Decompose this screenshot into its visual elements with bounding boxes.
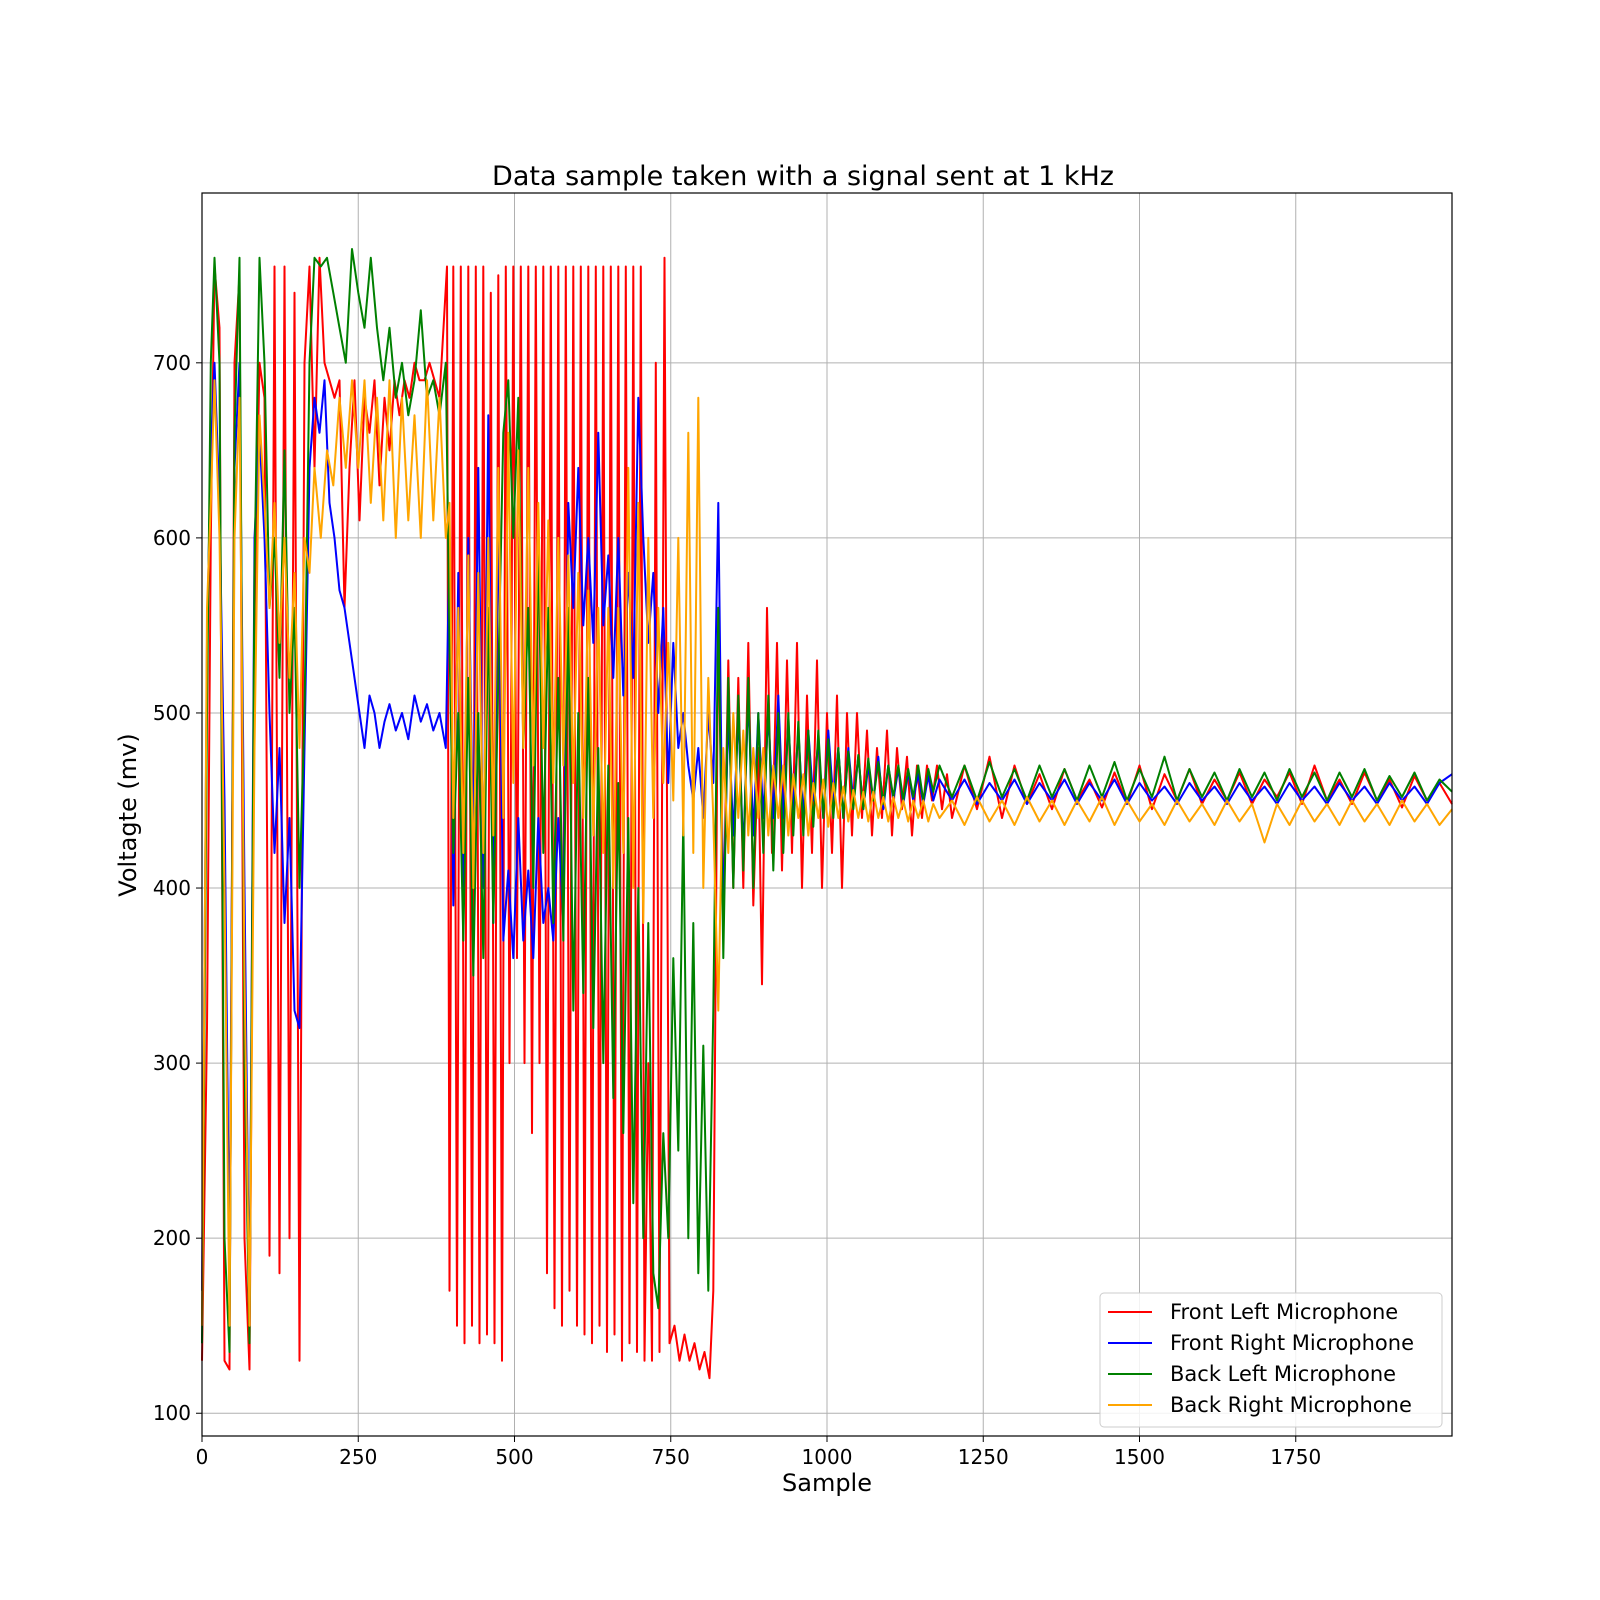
y-tick-label-2: 300 [153, 1051, 191, 1075]
plot-area [201, 248, 1453, 1380]
y-axis: 100 200 300 400 500 600 700 [153, 351, 202, 1425]
y-tick-label-3: 400 [153, 876, 191, 900]
legend-label-4: Back Right Microphone [1170, 1393, 1412, 1417]
x-tick-label-6: 1500 [1114, 1445, 1165, 1469]
x-axis: 0 250 500 750 1000 1250 1500 1750 [196, 1436, 1321, 1469]
y-tick-label-0: 100 [153, 1401, 191, 1425]
y-axis-label: Voltagte (mv) [114, 733, 142, 896]
y-tick-label-4: 500 [153, 701, 191, 725]
legend: Front Left Microphone Front Right Microph… [1099, 1292, 1443, 1428]
x-tick-label-1: 250 [339, 1445, 377, 1469]
x-tick-label-7: 1750 [1270, 1445, 1321, 1469]
series-line-4 [201, 379, 1453, 1327]
legend-label-1: Front Left Microphone [1170, 1300, 1398, 1324]
legend-label-3: Back Left Microphone [1170, 1362, 1396, 1386]
y-tick-label-5: 600 [153, 526, 191, 550]
x-tick-label-4: 1000 [802, 1445, 853, 1469]
y-tick-label-6: 700 [153, 351, 191, 375]
x-tick-label-0: 0 [196, 1445, 209, 1469]
x-axis-label: Sample [782, 1469, 872, 1497]
legend-label-2: Front Right Microphone [1170, 1331, 1414, 1355]
y-tick-label-1: 200 [153, 1226, 191, 1250]
x-tick-label-3: 750 [652, 1445, 690, 1469]
legend-box [1099, 1292, 1443, 1428]
chart-title: Data sample taken with a signal sent at … [492, 161, 1114, 192]
x-tick-label-5: 1250 [958, 1445, 1009, 1469]
x-tick-label-2: 500 [495, 1445, 533, 1469]
